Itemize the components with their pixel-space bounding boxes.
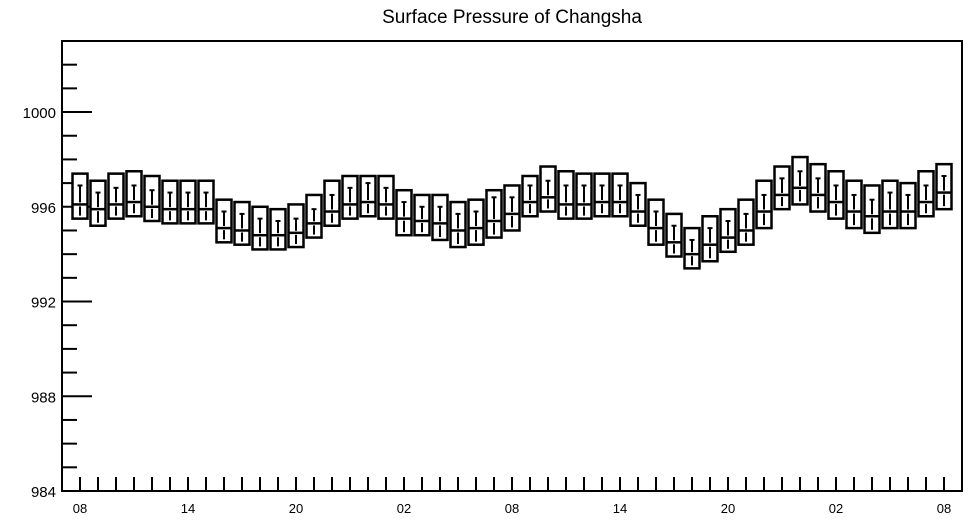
box-item [161,179,179,225]
box-item [791,155,809,206]
chart-title: Surface Pressure of Changsha [382,7,642,28]
box-item [485,188,503,239]
box-item [755,179,773,230]
box-item [647,198,665,246]
box-item [89,179,107,227]
box-item [251,205,269,251]
box-item [305,193,323,239]
x-tick-label: 20 [289,501,303,516]
box-item [179,179,197,225]
x-tick-label: 02 [829,501,843,516]
box-item [917,170,935,218]
box-item [719,207,737,254]
box-item [521,174,539,218]
y-tick-label: 1000 [23,105,56,122]
box-item [71,172,89,220]
box-item [503,184,521,232]
box-item [575,172,593,220]
box-item [701,215,719,263]
box-item [323,179,341,227]
box-item [557,170,575,220]
box-item [287,203,305,249]
box-item [737,198,755,246]
box-item [683,226,701,270]
plot-frame [61,40,963,492]
box-item [107,172,125,220]
x-tick-label: 14 [613,501,627,516]
box-item [359,174,377,218]
x-tick-label: 08 [505,501,519,516]
box-item [341,174,359,220]
box-item [593,172,611,218]
box-item [827,170,845,220]
box-item [773,165,791,211]
y-tick-label: 984 [31,484,56,501]
box-item [629,181,647,227]
x-tick-label: 14 [181,501,195,516]
boxes-group [71,155,953,270]
x-tick-label: 08 [937,501,951,516]
box-item [467,198,485,246]
x-tick-label: 02 [397,501,411,516]
x-axis: 08 14 20 02 08 14 20 02 08 [73,477,951,516]
box-item [935,162,953,211]
box-item [269,207,287,251]
x-tick-label: 20 [721,501,735,516]
y-tick-label: 988 [31,389,56,406]
box-item [881,179,899,230]
y-tick-label: 996 [31,200,56,217]
y-tick-label: 992 [31,295,56,312]
box-item [233,200,251,246]
box-item [125,170,143,218]
box-item [845,179,863,230]
box-item [215,198,233,244]
box-item [611,172,629,218]
x-tick-label: 08 [73,501,87,516]
box-item [665,212,683,258]
box-item [395,188,413,237]
box-item [539,165,557,213]
box-item [377,174,395,220]
box-item [863,184,881,235]
box-item [449,200,467,249]
y-axis: 984 988 992 996 1000 [23,40,92,501]
box-item [431,193,449,242]
box-item [197,179,215,225]
box-item [809,162,827,213]
box-item [413,193,431,237]
box-item [899,181,917,230]
box-item [143,174,161,223]
